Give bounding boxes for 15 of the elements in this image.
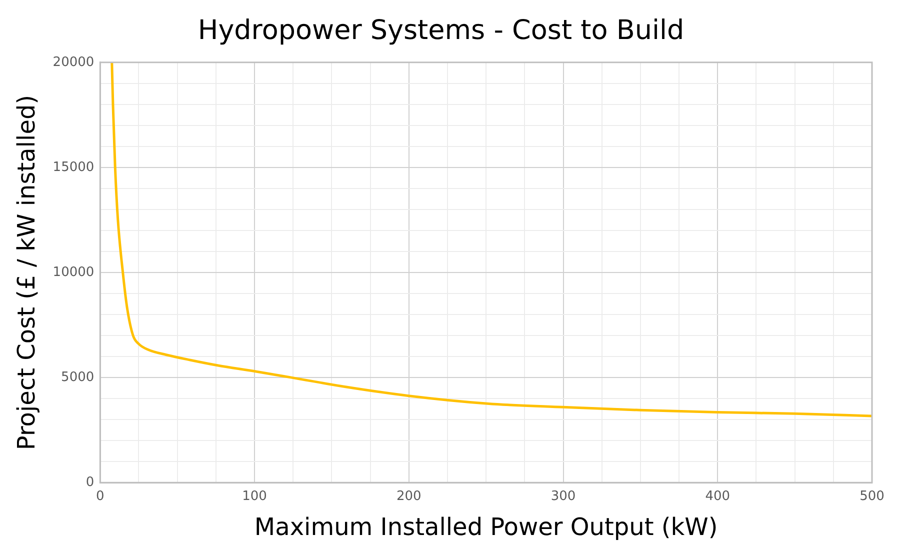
line-series	[110, 62, 872, 418]
x-tick-label: 100	[242, 488, 267, 504]
chart-title: Hydropower Systems - Cost to Build	[198, 15, 684, 46]
y-tick-label: 5000	[61, 370, 94, 385]
x-axis-title: Maximum Installed Power Output (kW)	[254, 512, 718, 541]
x-tick-label: 400	[705, 488, 730, 504]
x-tick-label: 300	[550, 488, 576, 504]
y-tick-label: 10000	[52, 264, 94, 280]
x-tick-label: 200	[396, 488, 422, 504]
x-tick-label: 500	[860, 488, 884, 504]
y-tick-label: 15000	[52, 160, 94, 175]
y-tick-label: 20000	[52, 54, 94, 70]
x-tick-label: 0	[96, 488, 104, 504]
y-tick-label: 0	[86, 474, 94, 490]
y-axis-title: Project Cost (£ / kW installed)	[12, 94, 41, 450]
